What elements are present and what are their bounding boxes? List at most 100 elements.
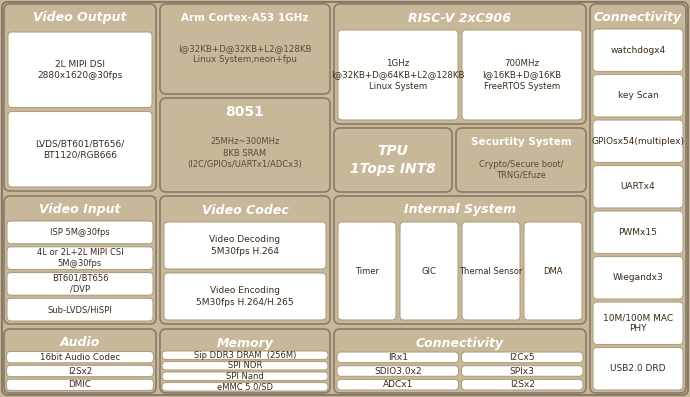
Text: 8051: 8051 xyxy=(226,105,264,119)
FancyBboxPatch shape xyxy=(593,347,683,390)
FancyBboxPatch shape xyxy=(462,30,582,120)
Text: SPI Nand: SPI Nand xyxy=(226,372,264,381)
Text: I2Sx2: I2Sx2 xyxy=(510,380,535,389)
Text: 16bit Audio Codec: 16bit Audio Codec xyxy=(40,353,120,362)
FancyBboxPatch shape xyxy=(593,29,683,71)
Text: RISC-V 2xC906: RISC-V 2xC906 xyxy=(408,12,511,25)
Text: UARTx4: UARTx4 xyxy=(621,182,656,191)
FancyBboxPatch shape xyxy=(6,379,153,391)
FancyBboxPatch shape xyxy=(593,166,683,208)
Text: Audio: Audio xyxy=(60,337,100,349)
FancyBboxPatch shape xyxy=(593,120,683,162)
FancyBboxPatch shape xyxy=(590,4,686,393)
FancyBboxPatch shape xyxy=(8,32,152,108)
FancyBboxPatch shape xyxy=(524,222,582,320)
FancyBboxPatch shape xyxy=(8,112,152,187)
Text: 10M/100M MAC
PHY: 10M/100M MAC PHY xyxy=(603,313,673,333)
Text: LVDS/BT601/BT656/
BT1120/RGB666: LVDS/BT601/BT656/ BT1120/RGB666 xyxy=(35,139,125,159)
FancyBboxPatch shape xyxy=(337,352,458,363)
FancyBboxPatch shape xyxy=(334,329,586,393)
Text: Connectivity: Connectivity xyxy=(594,12,682,25)
Text: SDIO3.0x2: SDIO3.0x2 xyxy=(374,366,422,376)
FancyBboxPatch shape xyxy=(7,247,153,270)
FancyBboxPatch shape xyxy=(337,366,458,376)
Text: 25MHz~300MHz
8KB SRAM
(I2C/GPIOs/UARTx1/ADCx3): 25MHz~300MHz 8KB SRAM (I2C/GPIOs/UARTx1/… xyxy=(188,137,302,169)
FancyBboxPatch shape xyxy=(6,351,153,363)
FancyBboxPatch shape xyxy=(337,379,458,390)
FancyBboxPatch shape xyxy=(334,128,452,192)
Text: Connectivity: Connectivity xyxy=(416,337,504,349)
Text: Sip DDR3 DRAM  (256M): Sip DDR3 DRAM (256M) xyxy=(194,351,296,360)
FancyBboxPatch shape xyxy=(593,75,683,117)
Text: Video Decoding
5M30fps H.264: Video Decoding 5M30fps H.264 xyxy=(210,235,281,256)
Text: Timer: Timer xyxy=(355,266,379,276)
FancyBboxPatch shape xyxy=(7,221,153,244)
Text: SPIx3: SPIx3 xyxy=(510,366,535,376)
FancyBboxPatch shape xyxy=(7,298,153,321)
FancyBboxPatch shape xyxy=(593,302,683,345)
Text: USB2.0 DRD: USB2.0 DRD xyxy=(610,364,666,373)
FancyBboxPatch shape xyxy=(593,211,683,254)
FancyBboxPatch shape xyxy=(160,4,330,94)
Text: ISP 5M@30fps: ISP 5M@30fps xyxy=(50,228,110,237)
FancyBboxPatch shape xyxy=(334,196,586,324)
FancyBboxPatch shape xyxy=(4,196,156,324)
Text: DMIC: DMIC xyxy=(68,380,92,389)
FancyBboxPatch shape xyxy=(162,362,328,370)
Text: PWMx15: PWMx15 xyxy=(618,228,658,237)
Text: I2Sx2: I2Sx2 xyxy=(68,366,92,376)
Text: key Scan: key Scan xyxy=(618,91,658,100)
FancyBboxPatch shape xyxy=(400,222,458,320)
Text: Internal System: Internal System xyxy=(404,204,516,216)
FancyBboxPatch shape xyxy=(456,128,586,192)
FancyBboxPatch shape xyxy=(160,329,330,393)
Text: 700MHz
I@16KB+D@16KB
FreeRTOS System: 700MHz I@16KB+D@16KB FreeRTOS System xyxy=(482,60,562,91)
Text: Wiegandx3: Wiegandx3 xyxy=(613,273,663,282)
Text: Arm Cortex-A53 1GHz: Arm Cortex-A53 1GHz xyxy=(181,13,308,23)
FancyBboxPatch shape xyxy=(7,272,153,295)
FancyBboxPatch shape xyxy=(162,382,328,391)
FancyBboxPatch shape xyxy=(160,196,330,324)
Text: Video Encoding
5M30fps H.264/H.265: Video Encoding 5M30fps H.264/H.265 xyxy=(196,287,294,306)
FancyBboxPatch shape xyxy=(462,352,583,363)
FancyBboxPatch shape xyxy=(164,222,326,269)
Text: TPU
1Tops INT8: TPU 1Tops INT8 xyxy=(350,145,436,175)
FancyBboxPatch shape xyxy=(164,273,326,320)
Text: I2Cx5: I2Cx5 xyxy=(509,353,535,362)
Text: Securtity System: Securtity System xyxy=(471,137,571,147)
Text: Thernal Sensor: Thernal Sensor xyxy=(460,266,523,276)
Text: Crypto/Secure boot/
TRNG/Efuze: Crypto/Secure boot/ TRNG/Efuze xyxy=(479,160,563,180)
FancyBboxPatch shape xyxy=(462,379,583,390)
Text: Sub-LVDS/HiSPI: Sub-LVDS/HiSPI xyxy=(48,305,112,314)
Text: Video Output: Video Output xyxy=(33,12,127,25)
Text: watchdogx4: watchdogx4 xyxy=(611,46,666,55)
FancyBboxPatch shape xyxy=(338,222,396,320)
FancyBboxPatch shape xyxy=(162,351,328,360)
Text: Video Input: Video Input xyxy=(39,204,121,216)
Text: BT601/BT656
/DVP: BT601/BT656 /DVP xyxy=(52,274,108,294)
Text: ADCx1: ADCx1 xyxy=(382,380,413,389)
Text: 2L MIPI DSI
2880x1620@30fps: 2L MIPI DSI 2880x1620@30fps xyxy=(37,60,123,80)
FancyBboxPatch shape xyxy=(4,4,156,191)
Text: eMMC 5.0/SD: eMMC 5.0/SD xyxy=(217,382,273,391)
FancyBboxPatch shape xyxy=(593,256,683,299)
FancyBboxPatch shape xyxy=(162,372,328,380)
FancyBboxPatch shape xyxy=(462,366,583,376)
Text: 4L or 2L+2L MIPI CSI
5M@30fps: 4L or 2L+2L MIPI CSI 5M@30fps xyxy=(37,248,124,268)
FancyBboxPatch shape xyxy=(4,329,156,393)
Text: SPI NOR: SPI NOR xyxy=(228,361,262,370)
FancyBboxPatch shape xyxy=(338,30,458,120)
Text: 1GHz
I@32KB+D@64KB+L2@128KB
Linux System: 1GHz I@32KB+D@64KB+L2@128KB Linux System xyxy=(331,60,465,91)
Text: DMA: DMA xyxy=(543,266,563,276)
FancyBboxPatch shape xyxy=(334,4,586,124)
Text: GIC: GIC xyxy=(422,266,437,276)
FancyBboxPatch shape xyxy=(6,365,153,377)
Text: GPIOsx54(multiplex): GPIOsx54(multiplex) xyxy=(591,137,684,146)
Text: Memory: Memory xyxy=(217,337,273,349)
Text: IRx1: IRx1 xyxy=(388,353,408,362)
FancyBboxPatch shape xyxy=(160,98,330,192)
Text: Video Codec: Video Codec xyxy=(201,204,288,216)
Text: I@32KB+D@32KB+L2@128KB
Linux System,neon+fpu: I@32KB+D@32KB+L2@128KB Linux System,neon… xyxy=(178,44,312,64)
FancyBboxPatch shape xyxy=(2,2,688,395)
FancyBboxPatch shape xyxy=(462,222,520,320)
